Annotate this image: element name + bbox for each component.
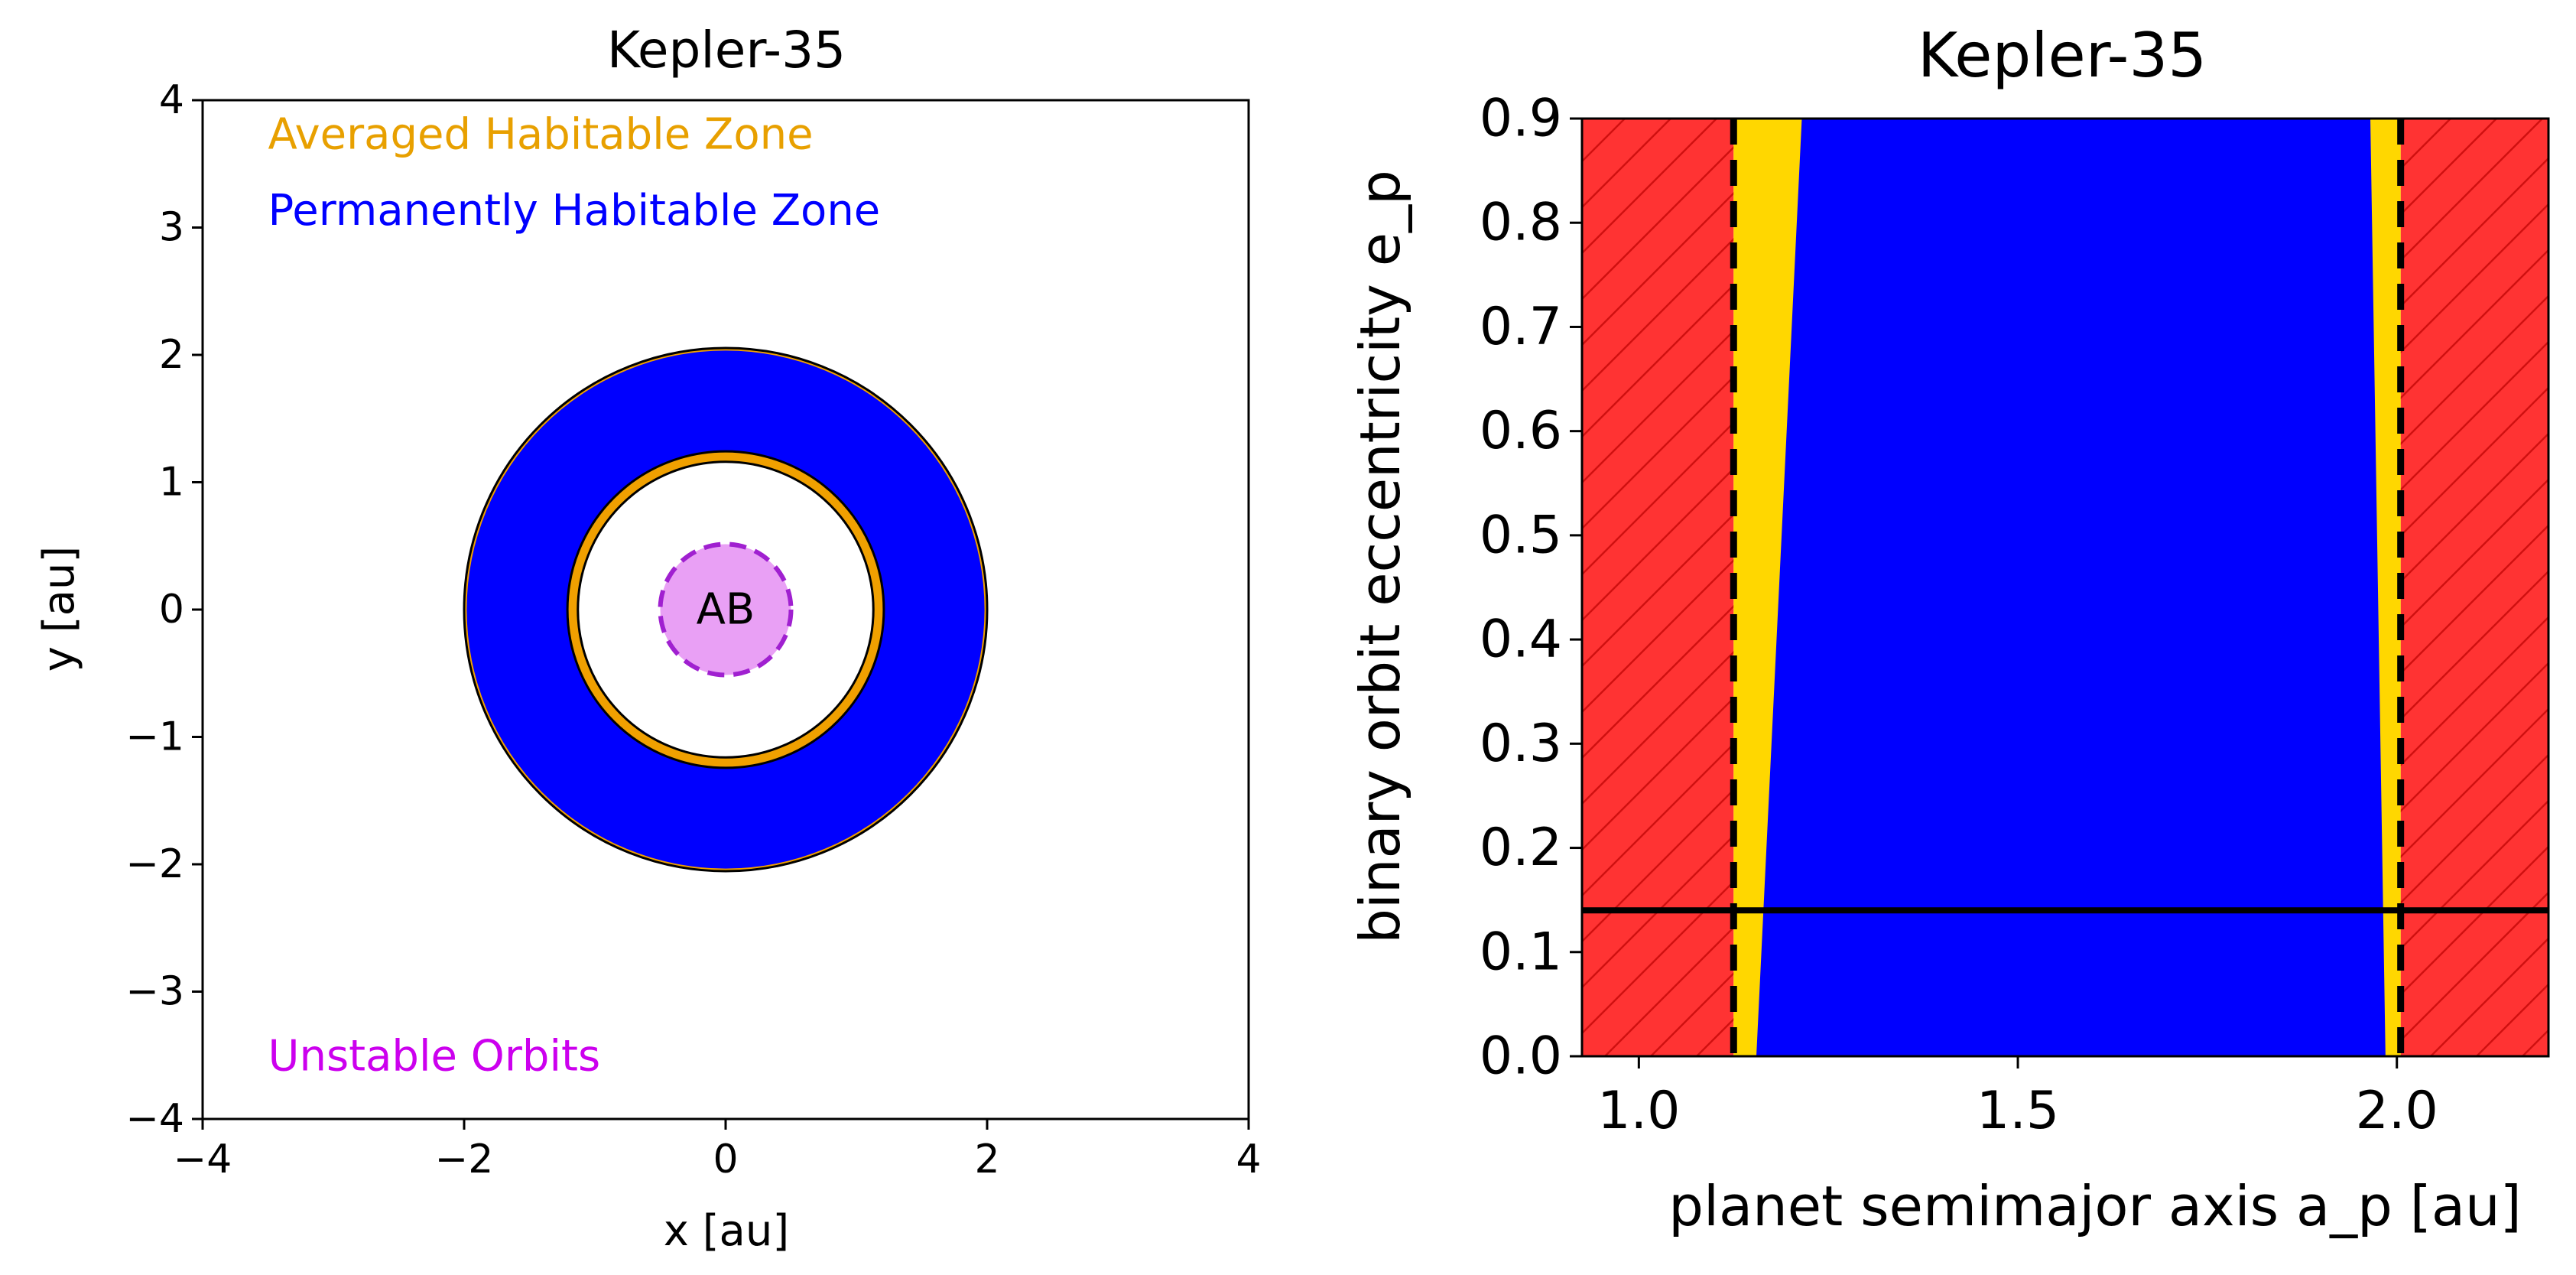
right-x-tick-label: 1.0 (1597, 1081, 1680, 1141)
left-x-tick-label: 2 (974, 1137, 999, 1182)
right-y-tick-label: 0.2 (1480, 818, 1562, 878)
right-x-axis: 1.0 1.5 2.0 (1597, 1056, 2438, 1141)
left-y-tick-label: 0 (159, 587, 184, 633)
legend-permanent-hz: Permanently Habitable Zone (268, 186, 881, 236)
right-plot-area (1582, 119, 2548, 1056)
left-chart: Kepler-35 AB Averaged Habitable Zone Per… (34, 21, 1262, 1256)
right-plot-frame (1580, 117, 2550, 1058)
right-y-tick-label: 0.3 (1480, 714, 1562, 774)
permanent-hz-band (1756, 119, 2386, 1056)
right-chart: Kepler-35 1.0 1.5 2.0 0.00.10.20.30.40.50.… (1348, 20, 2550, 1238)
right-y-tick-label: 0.5 (1480, 505, 1562, 565)
left-chart-title: Kepler-35 (607, 21, 846, 80)
right-y-tick-label: 0.1 (1480, 922, 1562, 982)
right-y-tick-label: 0.7 (1480, 297, 1562, 357)
left-y-tick-label: −3 (125, 969, 184, 1015)
binary-star-label: AB (697, 585, 755, 635)
legend-unstable-orbits: Unstable Orbits (268, 1032, 601, 1081)
right-y-axis-label-text: binary orbit eccentricity e_p (1348, 170, 1412, 944)
left-x-axis-label: x [au] (664, 1206, 789, 1256)
legend-averaged-hz: Averaged Habitable Zone (268, 109, 814, 159)
left-x-tick-label: 0 (713, 1137, 738, 1182)
left-y-tick-label: 2 (159, 332, 184, 378)
left-y-axis-label: y [au] (34, 546, 84, 672)
left-y-tick-label: −2 (125, 841, 184, 887)
left-y-tick-label: −4 (125, 1096, 184, 1142)
right-y-axis-label: binary orbit eccentricity e_p (1348, 170, 1412, 944)
right-y-tick-label: 0.9 (1480, 89, 1562, 149)
left-x-tick-label: −2 (435, 1137, 494, 1182)
right-x-tick-label: 2.0 (2356, 1081, 2438, 1141)
left-y-tick-label: −1 (125, 714, 184, 760)
right-y-axis: 0.0 0.1 0.2 0.3 0.4 0.5 0.6 0.7 0.8 0.9 (1480, 89, 1582, 1087)
unstable-orbits-region (658, 542, 794, 678)
unstable-region-left-hatch (1582, 119, 1734, 1056)
unstable-region-right-hatch (2400, 119, 2548, 1056)
left-plot-area: AB Averaged Habitable Zone Permanently H… (201, 99, 1250, 1121)
right-chart-title: Kepler-35 (1918, 20, 2207, 91)
left-x-tick-label: −4 (174, 1137, 232, 1182)
right-x-axis-label-text: planet semimajor axis a_p [au] (1668, 1174, 2521, 1238)
left-y-tick-label: 3 (159, 205, 184, 251)
right-y-tick-label: 0.4 (1480, 610, 1562, 670)
right-x-axis-label: planet semimajor axis a_p [au] (1668, 1174, 2521, 1238)
right-x-tick-label: 1.5 (1977, 1081, 2059, 1141)
right-y-tick-label: 0.8 (1480, 193, 1562, 253)
right-y-tick-label: 0.6 (1480, 401, 1562, 461)
left-y-tick-label: 1 (159, 460, 184, 506)
left-x-axis: −4 −2 0 2 4 (174, 1119, 1262, 1182)
left-x-tick-label: 4 (1236, 1137, 1261, 1182)
left-y-tick-label: 4 (159, 77, 184, 123)
right-y-tick-label: 0.0 (1480, 1026, 1562, 1087)
left-y-axis: −4 −3 −2 −1 0 1 2 3 4 (125, 77, 203, 1142)
